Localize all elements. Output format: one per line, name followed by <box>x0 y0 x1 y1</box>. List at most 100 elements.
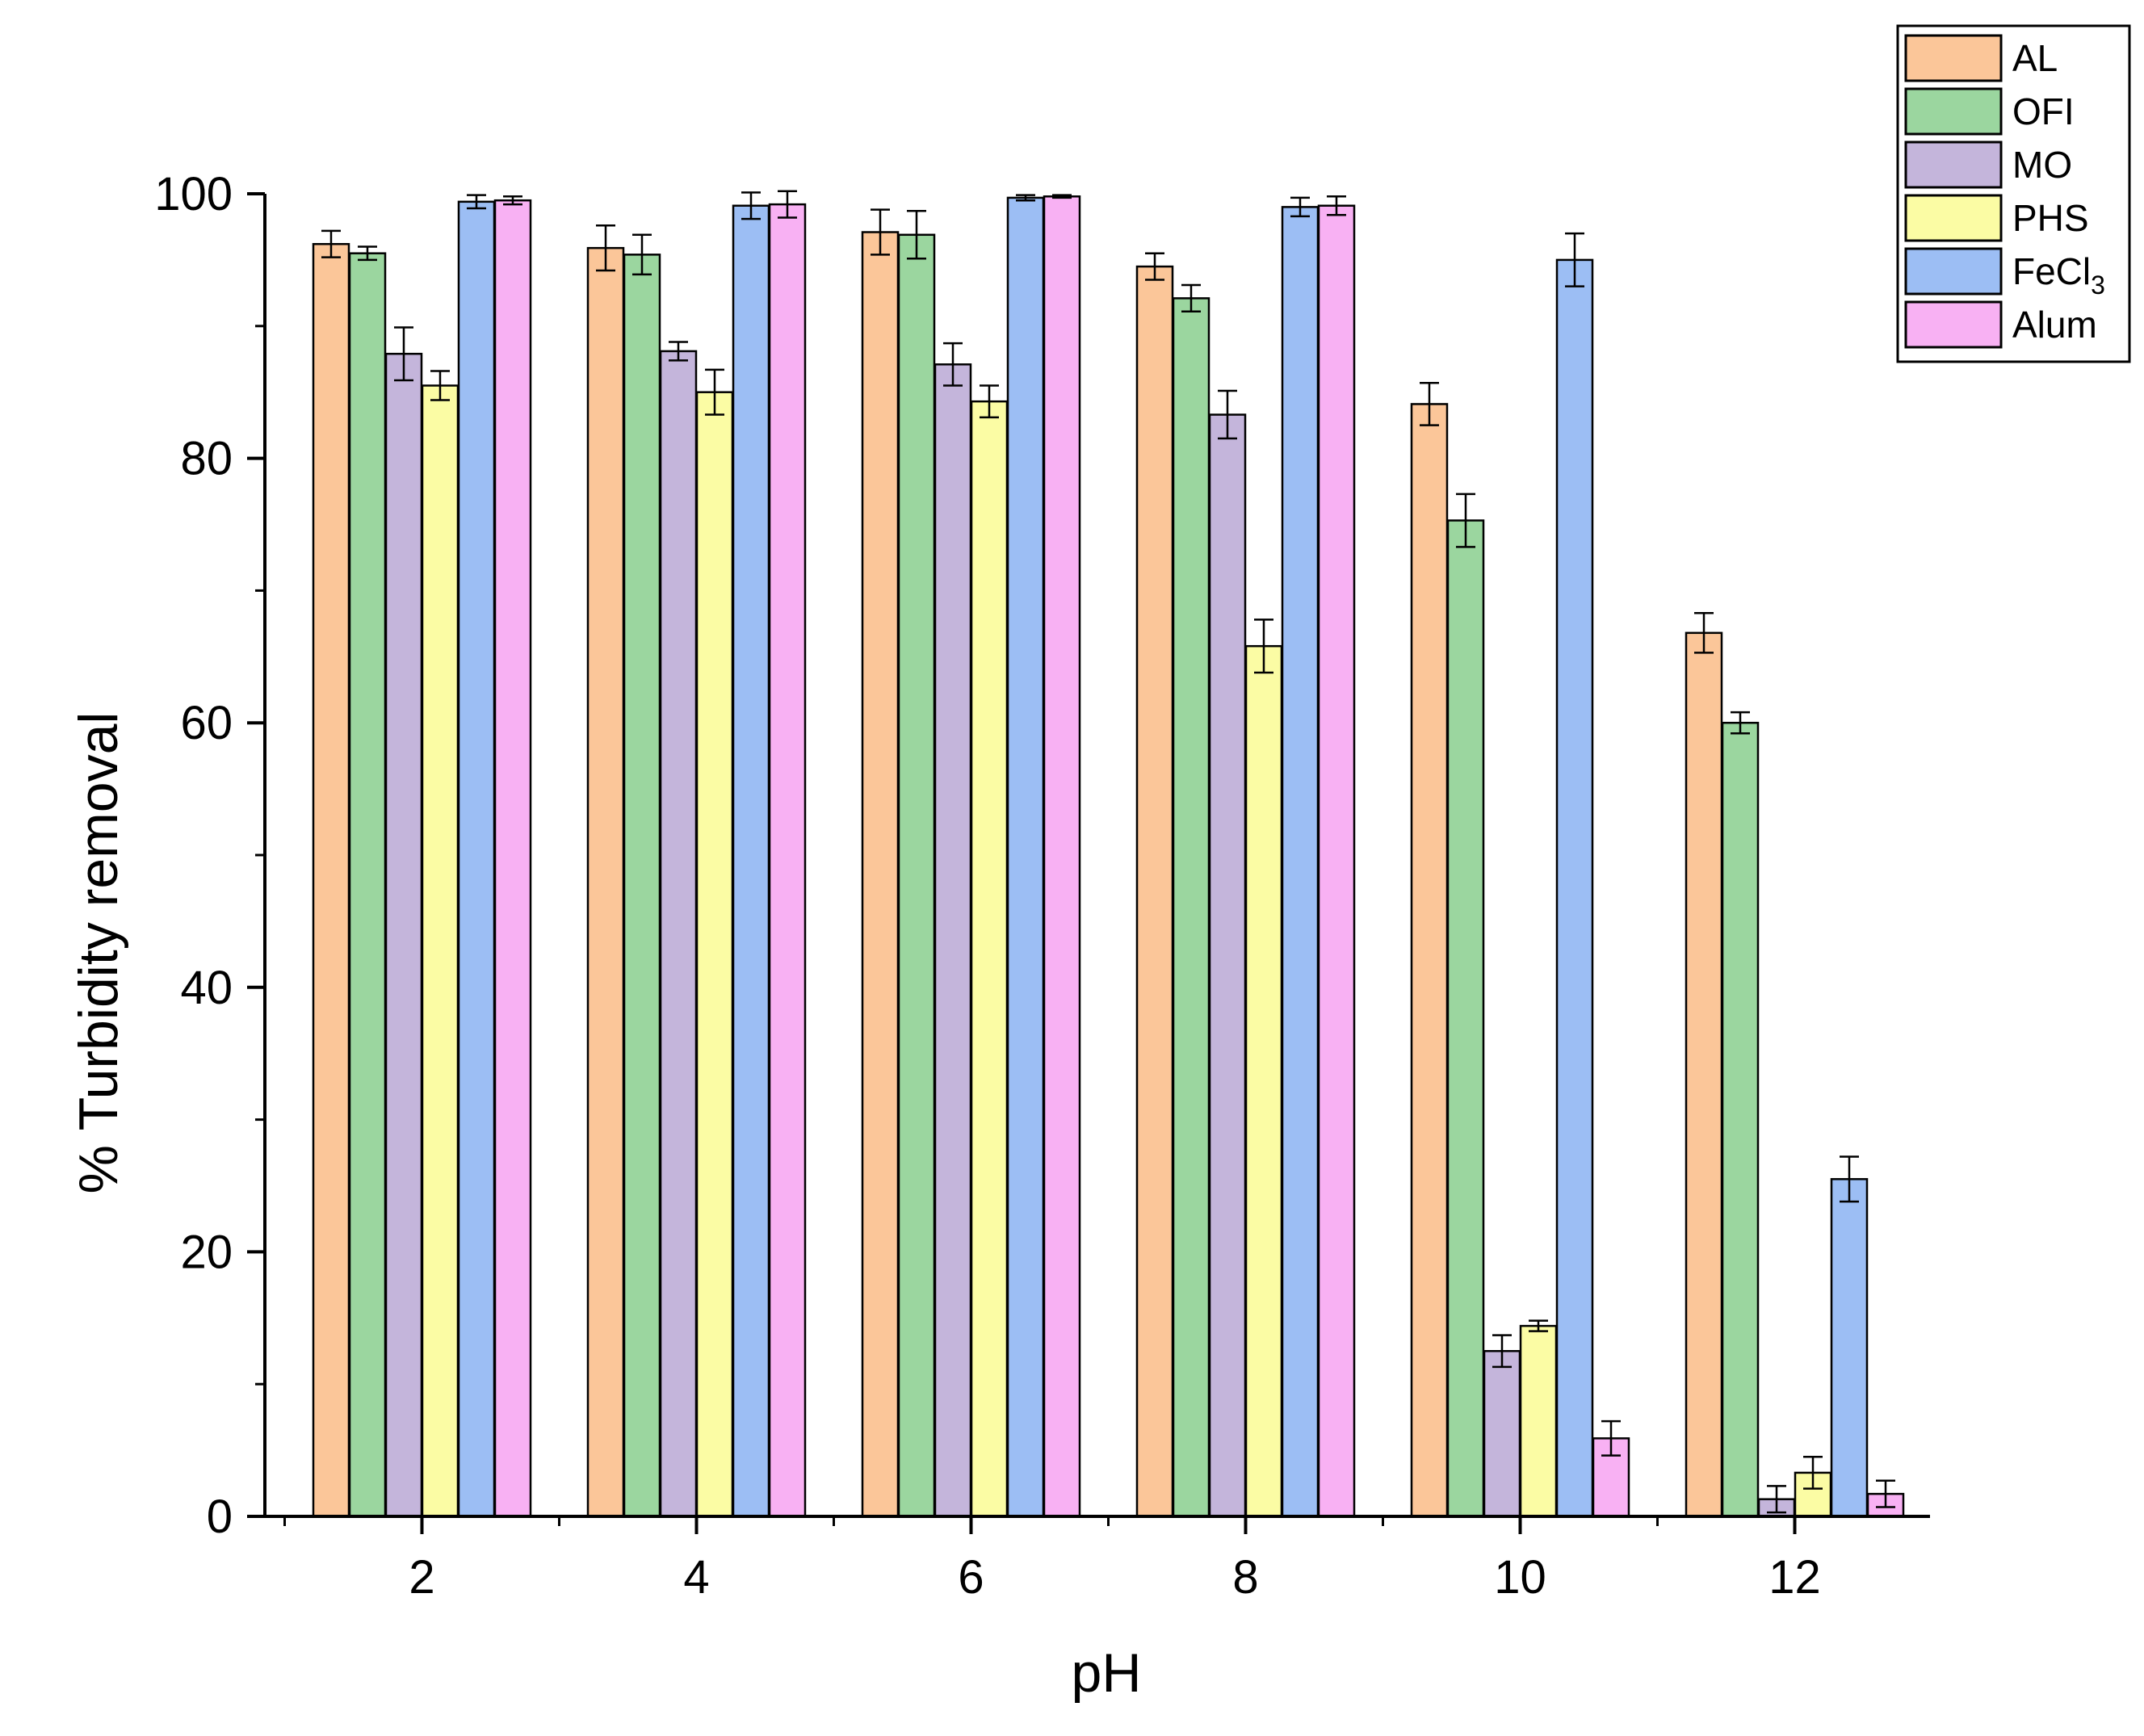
legend-item-fecl3: FeCl3 <box>1904 247 2105 300</box>
error-bar <box>1731 711 1750 735</box>
bar-mo-ph10 <box>1483 1350 1521 1518</box>
bar-alum-ph2 <box>493 199 532 1518</box>
error-bar <box>669 341 688 362</box>
legend-swatch <box>1904 194 2003 242</box>
error-bar <box>1254 619 1273 674</box>
y-tick-label: 60 <box>180 697 233 749</box>
error-bar <box>1876 1479 1895 1508</box>
error-bar <box>1767 1485 1786 1514</box>
error-bar <box>430 370 450 401</box>
y-axis: 0 20 40 60 80 100 <box>154 168 266 1543</box>
bar-ofi-ph10 <box>1446 519 1485 1518</box>
legend-label: MO <box>2012 144 2072 186</box>
error-bar <box>1016 194 1035 202</box>
legend-swatch <box>1904 87 2003 136</box>
bar-alum-ph4 <box>768 203 807 1518</box>
bar-al-ph10 <box>1410 403 1449 1518</box>
legend-swatch <box>1904 34 2003 82</box>
bar-phs-ph6 <box>970 400 1009 1518</box>
bar-fecl3-ph6 <box>1006 196 1045 1518</box>
bar-ofi-ph12 <box>1721 721 1760 1518</box>
bar-ofi-ph6 <box>897 233 936 1518</box>
y-tick-label: 40 <box>180 962 233 1014</box>
legend-item-mo: MO <box>1904 140 2072 189</box>
y-tick-label: 80 <box>180 433 233 485</box>
error-bar <box>871 208 890 256</box>
x-tick-label: 2 <box>409 1551 434 1604</box>
legend-swatch <box>1904 300 2003 349</box>
error-bar <box>467 194 486 210</box>
error-bar <box>1492 1334 1512 1369</box>
bar-al-ph8 <box>1135 265 1174 1518</box>
error-bar <box>632 233 652 276</box>
error-bar <box>943 342 963 387</box>
x-tick-label: 4 <box>683 1551 709 1604</box>
error-bar <box>1803 1456 1823 1490</box>
error-bar <box>1840 1155 1859 1203</box>
error-bar <box>321 229 341 258</box>
x-tick-label: 12 <box>1768 1551 1821 1604</box>
error-bar <box>1565 232 1584 287</box>
bar-ofi-ph8 <box>1172 297 1210 1518</box>
legend-label: Alum <box>2012 304 2097 346</box>
error-bar <box>907 210 926 260</box>
x-axis-label: pH <box>1072 1642 1142 1704</box>
bar-ofi-ph4 <box>623 254 661 1518</box>
bar-phs-ph4 <box>695 391 734 1518</box>
bar-al-ph6 <box>861 231 900 1518</box>
x-tick-label: 8 <box>1232 1551 1258 1604</box>
bar-fecl3-ph4 <box>732 204 770 1518</box>
bar-alum-ph6 <box>1043 195 1081 1518</box>
error-bar <box>741 191 761 220</box>
bar-al-ph12 <box>1685 631 1723 1518</box>
error-bar <box>778 190 797 219</box>
legend-item-alum: Alum <box>1904 300 2097 349</box>
legend-label: OFI <box>2012 90 2075 132</box>
y-tick-label: 100 <box>154 168 233 220</box>
x-tick-label: 6 <box>958 1551 984 1604</box>
bar-phs-ph2 <box>421 384 459 1518</box>
legend-label: PHS <box>2012 197 2089 239</box>
error-bar <box>1529 1319 1548 1332</box>
bar-al-ph2 <box>312 242 350 1518</box>
error-bar <box>1290 196 1310 218</box>
bar-fecl3-ph12 <box>1830 1178 1869 1518</box>
y-axis-label: % Turbidity removal <box>68 711 129 1193</box>
error-bar <box>358 245 377 262</box>
legend-item-al: AL <box>1904 34 2058 82</box>
error-bar <box>394 326 413 382</box>
bar-mo-ph2 <box>384 352 423 1518</box>
bar-mo-ph4 <box>659 350 698 1518</box>
error-bar <box>1052 194 1072 199</box>
y-tick-label: 20 <box>180 1226 233 1278</box>
bar-fecl3-ph2 <box>457 200 496 1518</box>
error-bar <box>705 368 724 416</box>
bar-alum-ph8 <box>1317 204 1356 1518</box>
legend-item-ofi: OFI <box>1904 87 2075 136</box>
y-tick-label: 0 <box>207 1491 233 1543</box>
error-bar <box>503 195 522 206</box>
bar-ofi-ph2 <box>348 252 387 1518</box>
error-bar <box>1145 252 1164 281</box>
error-bar <box>1420 381 1439 426</box>
legend-swatch <box>1904 247 2003 296</box>
error-bar <box>1601 1419 1621 1457</box>
x-axis: 2 4 6 8 10 12 <box>265 1515 1930 1604</box>
legend-label: AL <box>2012 37 2058 79</box>
bar-al-ph4 <box>586 246 625 1518</box>
legend-item-phs: PHS <box>1904 194 2089 242</box>
error-bar <box>1218 389 1237 440</box>
error-bar <box>596 224 615 272</box>
bar-phs-ph10 <box>1519 1324 1558 1518</box>
legend-swatch <box>1904 140 2003 189</box>
bar-mo-ph6 <box>934 363 972 1518</box>
error-bar <box>1327 195 1346 216</box>
bar-mo-ph8 <box>1208 413 1247 1518</box>
error-bar <box>980 384 999 419</box>
x-tick-label: 10 <box>1494 1551 1546 1604</box>
error-bar <box>1694 611 1714 654</box>
legend-label: FeCl3 <box>2012 250 2105 300</box>
bar-fecl3-ph8 <box>1281 206 1320 1518</box>
